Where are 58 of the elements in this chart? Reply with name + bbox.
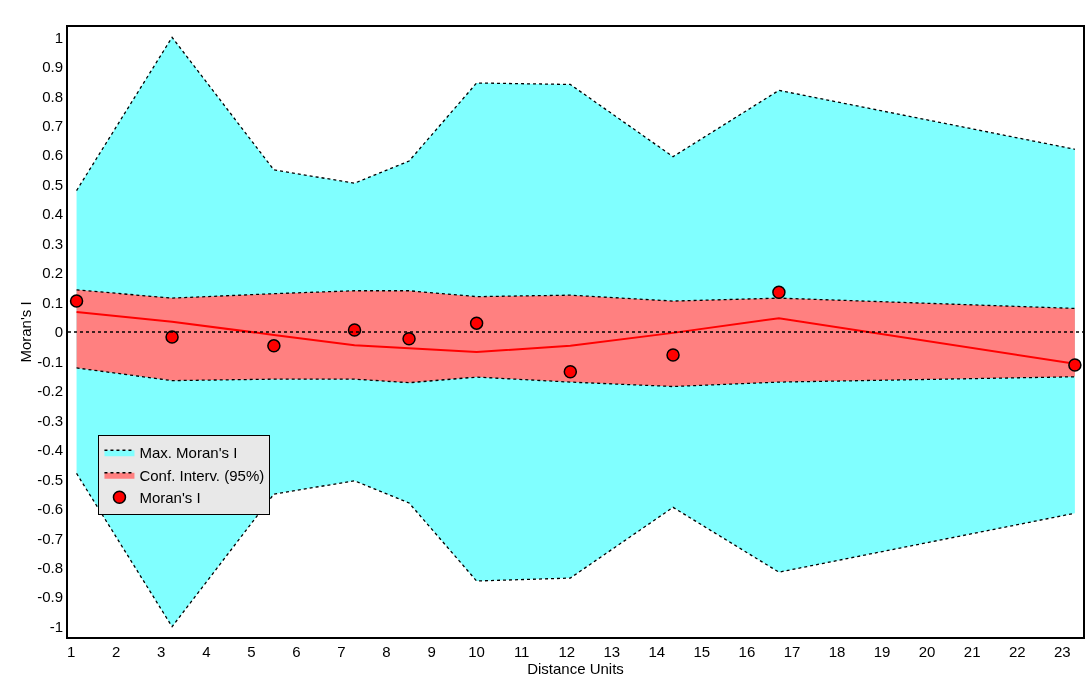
x-axis-title: Distance Units — [527, 660, 624, 677]
y-tick-label: -0.1 — [37, 352, 63, 370]
x-tick-label: 1 — [66, 643, 76, 660]
x-tick-label: 19 — [873, 643, 891, 660]
x-tick-label: 12 — [558, 643, 576, 660]
point — [469, 316, 484, 330]
point — [772, 285, 786, 299]
x-tick-label: 17 — [783, 643, 801, 660]
y-axis-title: Moran's I — [16, 301, 34, 363]
x-tick-label: 22 — [1008, 643, 1026, 660]
y-tick-label: -0.9 — [37, 588, 63, 606]
x-tick-label: 7 — [337, 643, 346, 660]
point — [666, 348, 680, 362]
x-tick-label: 2 — [112, 643, 121, 660]
y-tick-label: 1 — [54, 28, 63, 46]
x-tick-label: 13 — [603, 643, 621, 660]
x-tick-label: 3 — [157, 643, 166, 660]
y-tick-label: 0.5 — [42, 175, 63, 193]
y-tick-label: -0.3 — [37, 411, 63, 429]
x-tick-label: 9 — [427, 643, 436, 660]
point — [563, 365, 578, 379]
x-tick-label: 11 — [513, 643, 530, 660]
point — [402, 332, 416, 346]
x-tick-label: 14 — [648, 643, 666, 660]
x-tick-label: 6 — [292, 643, 301, 660]
y-tick-label: -0.6 — [37, 500, 63, 518]
legend-label: Moran's I — [139, 489, 201, 507]
point — [165, 330, 179, 344]
point — [1068, 358, 1082, 372]
point — [69, 294, 84, 308]
x-tick-label: 18 — [828, 643, 846, 660]
y-tick-label: 0.6 — [42, 146, 63, 164]
y-tick-label: 0.3 — [42, 234, 63, 252]
x-tick-label: 23 — [1053, 643, 1071, 660]
x-tick-label: 15 — [693, 643, 711, 660]
y-tick-label: 0.7 — [42, 116, 63, 134]
x-tick-label: 4 — [202, 643, 211, 660]
legend-label: Max. Moran's I — [139, 444, 238, 462]
point — [267, 339, 281, 353]
y-tick-label: -0.4 — [37, 441, 63, 459]
y-tick-label: -0.7 — [37, 529, 63, 547]
y-tick-label: 0 — [54, 323, 63, 341]
y-tick-label: 0.9 — [42, 58, 63, 76]
x-tick-label: 16 — [738, 643, 756, 660]
y-tick-label: 0.8 — [42, 87, 63, 105]
y-tick-label: -0.5 — [37, 470, 63, 488]
y-tick-label: 0.4 — [42, 205, 63, 223]
y-tick-label: -0.2 — [37, 382, 63, 400]
x-tick-label: 10 — [468, 643, 485, 660]
y-tick-label: -1 — [49, 617, 63, 635]
y-tick-label: -0.8 — [37, 559, 63, 576]
x-tick-label: 5 — [247, 643, 256, 660]
y-tick-label: 0.2 — [42, 264, 63, 282]
y-tick-label: 0.1 — [42, 293, 63, 311]
x-tick-label: 20 — [918, 643, 936, 660]
x-tick-label: 21 — [963, 643, 981, 660]
legend-label: Conf. Interv. (95%) — [139, 466, 265, 484]
x-tick-label: 8 — [382, 643, 391, 660]
